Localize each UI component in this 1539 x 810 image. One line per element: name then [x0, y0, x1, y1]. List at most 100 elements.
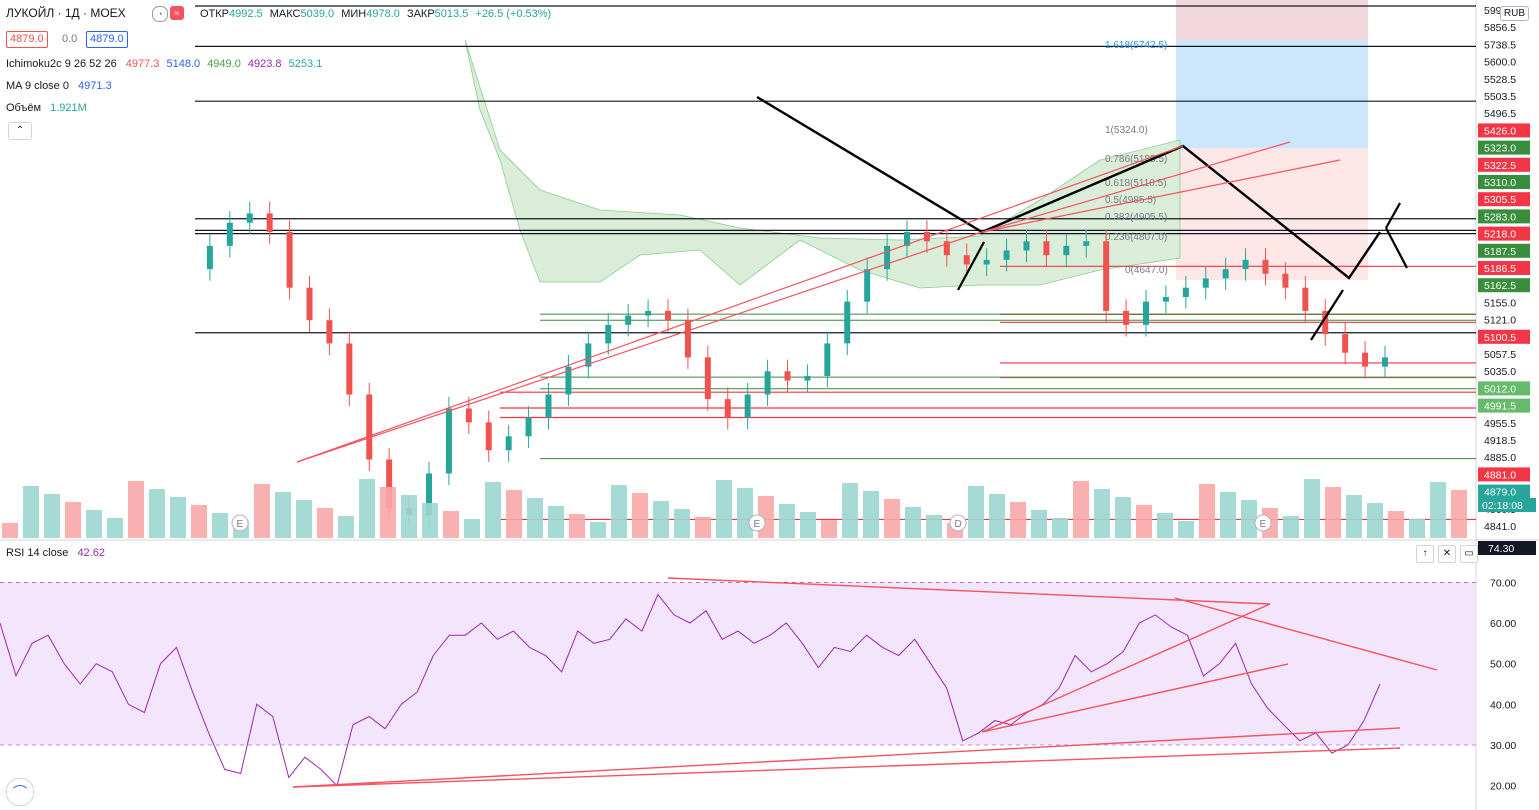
candle-body — [605, 324, 612, 344]
pane-maximize-button[interactable]: ▭ — [1460, 545, 1478, 563]
candle-body — [485, 422, 492, 451]
price-axis-label: 4879.0 — [1484, 487, 1516, 499]
candle-body — [1262, 259, 1269, 274]
volume-bar — [842, 483, 858, 538]
volume-bar — [485, 482, 501, 538]
arrow-0 — [957, 241, 985, 291]
volume-bar — [1031, 510, 1047, 538]
sell-button[interactable]: 4879.0 — [6, 31, 48, 48]
candle-body — [963, 255, 970, 265]
price-axis-label: 5426.0 — [1484, 125, 1516, 137]
price-axis-label: 5322.5 — [1484, 160, 1516, 172]
volume-bar — [1136, 505, 1152, 538]
fib-label-3: 0.618(5110.5) — [1105, 178, 1167, 189]
rsi-trend-4 — [667, 577, 1271, 605]
ichimoku-cloud — [464, 39, 1181, 289]
candle-body — [1362, 352, 1369, 367]
price-axis-label: 4955.5 — [1484, 418, 1516, 430]
candle-body — [1083, 241, 1090, 246]
volume-bar — [1199, 484, 1215, 538]
candle-body — [565, 366, 572, 395]
buy-button[interactable]: 4879.0 — [86, 31, 128, 48]
candle-body — [1103, 241, 1110, 311]
candle-body — [585, 343, 592, 367]
price-tag-bg — [1478, 329, 1530, 344]
candle-body — [1242, 259, 1249, 270]
candle-body — [645, 310, 652, 316]
price-tag-bg — [1478, 209, 1530, 224]
candle-body — [366, 394, 373, 460]
candle-body — [1023, 241, 1030, 251]
arrow-3 — [1385, 227, 1408, 269]
candle-body — [724, 399, 731, 418]
ma-legend[interactable]: MA 9 close 0 4971.3 — [6, 80, 112, 92]
rsi-band — [0, 582, 1476, 745]
rsi-trend-3 — [981, 663, 1289, 733]
volume-bar — [65, 502, 81, 538]
volume-legend[interactable]: Объём 1.921M — [6, 102, 87, 114]
collapse-legend-button[interactable]: ⌃ — [8, 122, 32, 140]
volume-bar — [2, 523, 18, 538]
ichimoku-legend[interactable]: Ichimoku2c 9 26 52 26 4977.3 5148.0 4949… — [6, 58, 322, 70]
rsi-axis-label: 50.00 — [1490, 659, 1516, 671]
price-axis-label: 5856.5 — [1484, 22, 1516, 34]
candle-body — [943, 241, 950, 256]
rsi-line — [0, 593, 1381, 787]
pane-close-button[interactable]: ✕ — [1438, 545, 1456, 563]
compare-icon[interactable]: ◔ — [152, 6, 168, 22]
volume-bar — [716, 480, 732, 538]
tradingview-logo-icon[interactable]: ⌒ — [6, 778, 34, 806]
ichimoku-base: 5148.0 — [166, 58, 201, 70]
pane-up-button[interactable]: ↑ — [1416, 545, 1434, 563]
candle-body — [904, 231, 910, 246]
fib-label-0: 1.618(5742.5) — [1105, 40, 1167, 51]
volume-bar — [1052, 518, 1068, 538]
candle-body — [744, 394, 751, 418]
candle-body — [844, 301, 851, 344]
volume-bar — [548, 506, 564, 538]
volume-bar — [884, 499, 900, 538]
close-value: 5013.5 — [434, 8, 469, 20]
wave-icon[interactable]: ≈ — [170, 6, 184, 20]
fib-label-2: 0.786(5185.5) — [1105, 154, 1167, 165]
rsi-axis-label: 60.00 — [1490, 618, 1516, 630]
candle-body — [246, 213, 253, 223]
candle-body — [665, 310, 671, 321]
candle-body — [1162, 296, 1169, 302]
volume-bar — [464, 519, 480, 538]
rsi-legend[interactable]: RSI 14 close 42.62 — [6, 547, 105, 559]
close-label: ЗАКР — [406, 8, 435, 20]
volume-bar — [674, 509, 690, 538]
event-marker-circle — [231, 514, 249, 532]
price-axis-label: 5738.5 — [1484, 39, 1516, 51]
candle-body — [445, 408, 452, 474]
price-tag-bg — [1478, 278, 1530, 293]
candle-body — [684, 320, 691, 358]
volume-bar — [1304, 479, 1320, 538]
candle-body — [824, 343, 831, 376]
arrow-1 — [1310, 289, 1344, 341]
currency-badge[interactable]: RUB — [1499, 6, 1529, 21]
volume-bar — [506, 490, 522, 538]
fib-zone-red — [1176, 148, 1368, 280]
candle-body — [1382, 357, 1388, 367]
event-marker-circle — [748, 514, 766, 532]
symbol-title[interactable]: ЛУКОЙЛ · 1Д · MOEX — [6, 6, 126, 20]
volume-bar — [863, 491, 879, 538]
fib-zone-red-top — [1176, 0, 1368, 40]
volume-bar — [1010, 502, 1026, 538]
candle-body — [465, 408, 472, 423]
arrow-2 — [1385, 202, 1401, 229]
ichimoku-span-a: 5253.1 — [288, 58, 323, 70]
volume-bar — [1430, 482, 1446, 538]
price-axis-label: 5100.5 — [1484, 332, 1516, 344]
price-axis-label: 5162.5 — [1484, 280, 1516, 292]
fib-label-5: 0.382(4905.5) — [1105, 212, 1167, 223]
volume-bar — [212, 513, 228, 538]
volume-bar — [569, 514, 585, 538]
volume-bar — [128, 481, 144, 538]
volume-bar — [23, 486, 39, 538]
price-tag-bg — [1478, 123, 1530, 138]
fan-line-2 — [981, 141, 1291, 233]
